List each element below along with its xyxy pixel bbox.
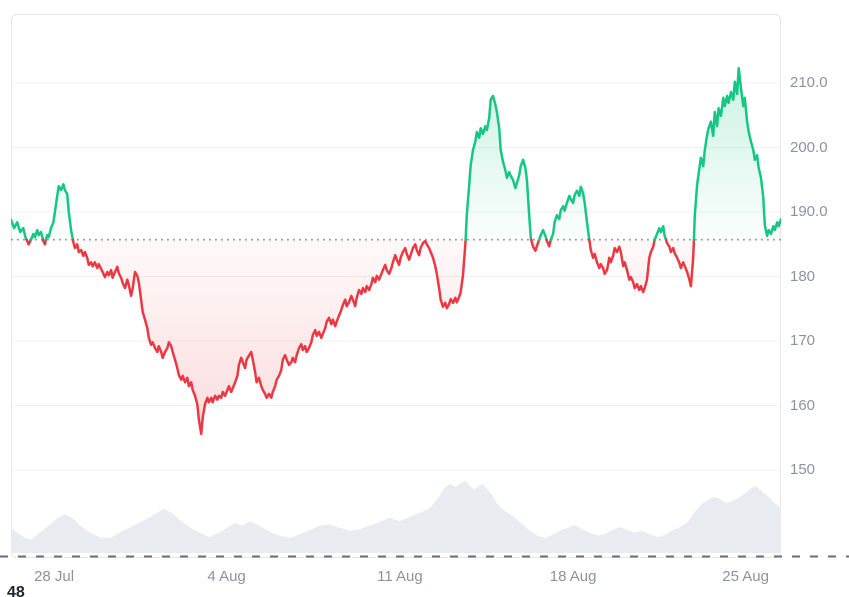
price-line-up-segment [549, 185, 591, 241]
price-line-up-segment [44, 183, 75, 241]
price-line-down-segment [25, 238, 33, 246]
price-line-up-segment [653, 224, 668, 241]
price-line-down-segment [664, 238, 696, 288]
grid-lines [11, 82, 781, 471]
y-axis-tick-label: 170 [790, 332, 816, 349]
price-line-up-segment [464, 94, 533, 241]
price-fill-down [589, 239, 655, 292]
clipped-bottom-text: 48 [7, 584, 25, 597]
y-axis-tick-label: 210.0 [790, 74, 828, 91]
x-axis-tick-label: 11 Aug [377, 568, 423, 585]
y-axis-tick-label: 200.0 [790, 138, 828, 156]
price-line-up-segment [11, 218, 28, 241]
y-axis-tick-label: 160 [790, 396, 816, 414]
x-axis-tick-label: 18 Aug [549, 568, 597, 585]
x-axis-tick-label: 28 Jul [34, 568, 75, 585]
y-axis-tick-label: 150 [790, 461, 816, 478]
price-fill-up [550, 186, 590, 240]
price-fill-down [72, 239, 466, 434]
price-line-down-segment [545, 238, 553, 248]
x-axis-tick-label: 25 Aug [722, 568, 769, 585]
price-line-down-segment [71, 238, 467, 436]
y-axis-tick-label: 180 [790, 267, 816, 285]
price-line-down-segment [529, 238, 541, 252]
price-line-down-segment [41, 238, 48, 246]
x-axis-tick-label: 4 Aug [207, 568, 246, 585]
price-line-down-segment [588, 238, 656, 294]
volume-area [11, 481, 781, 553]
price-line-up-segment [692, 66, 781, 241]
price-fill-up [693, 68, 781, 240]
price-line-up-segment [537, 228, 548, 241]
price-line-up-segment [29, 228, 45, 241]
y-axis-tick-label: 190.0 [790, 203, 828, 220]
